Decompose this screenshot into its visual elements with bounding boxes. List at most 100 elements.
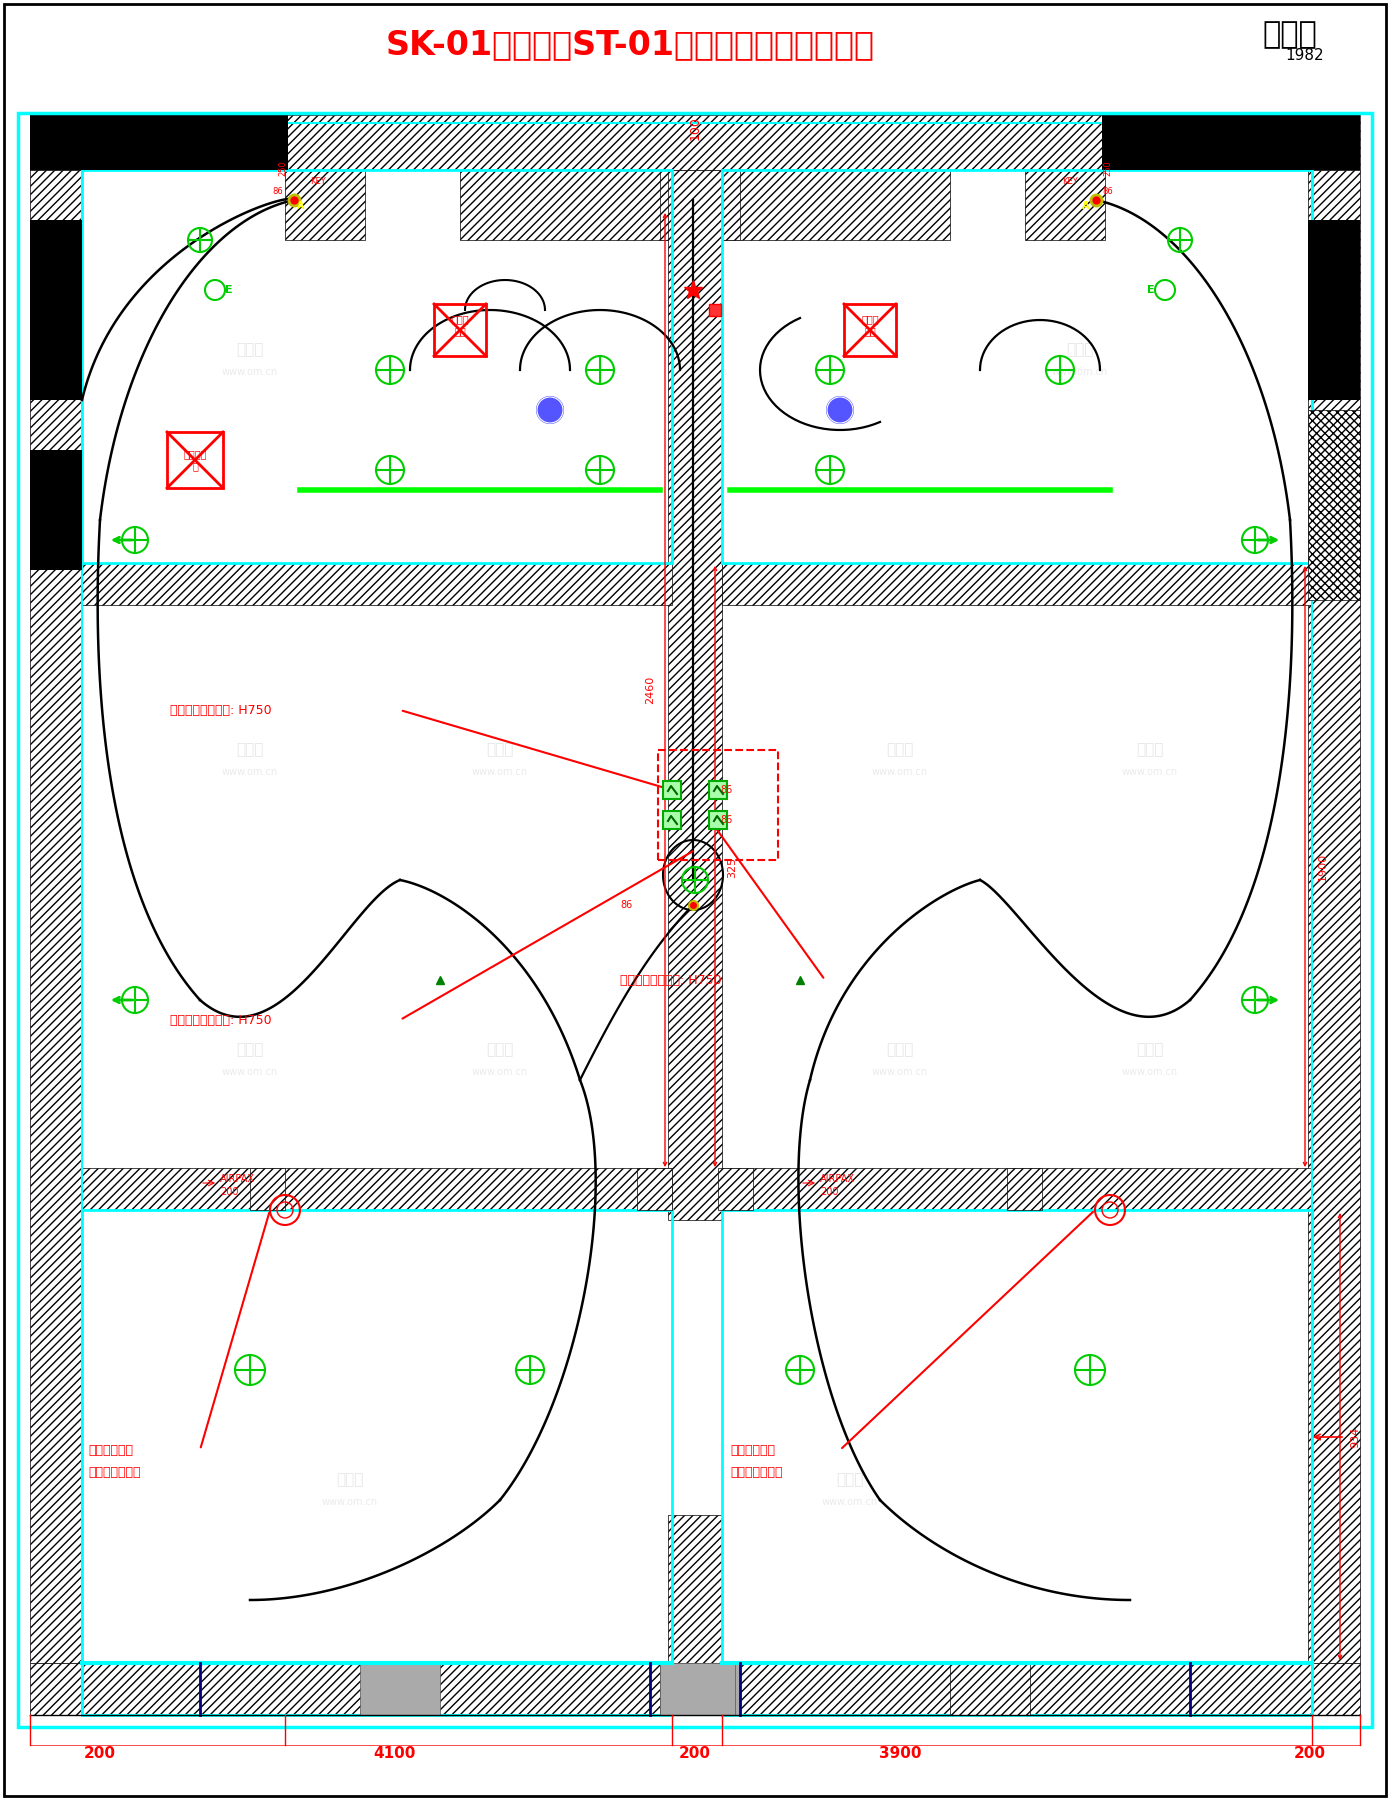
Circle shape — [537, 398, 563, 423]
Text: www.om.cn: www.om.cn — [1122, 1067, 1179, 1076]
Text: SK-01大床房及ST-01双床房开关控制关系图: SK-01大床房及ST-01双床房开关控制关系图 — [385, 29, 874, 61]
Bar — [721, 1168, 1312, 1210]
Text: 1900: 1900 — [1318, 853, 1327, 880]
Bar — [31, 169, 82, 1663]
Text: 开关安装高度距地: H750: 开关安装高度距地: H750 — [620, 974, 721, 986]
Text: 欧模网: 欧模网 — [236, 1042, 264, 1058]
Text: 欧模网: 欧模网 — [236, 742, 264, 758]
Text: 欧模网: 欧模网 — [687, 342, 713, 358]
Text: 欧模网: 欧模网 — [887, 742, 913, 758]
Bar — [1308, 220, 1359, 400]
Bar — [949, 1663, 1030, 1715]
Text: 200: 200 — [83, 1746, 115, 1760]
Bar — [660, 169, 739, 239]
Text: 100: 100 — [688, 115, 702, 140]
Text: E: E — [1147, 284, 1155, 295]
Text: A: A — [1083, 202, 1090, 211]
Text: 欧模网: 欧模网 — [486, 742, 514, 758]
Bar — [844, 304, 897, 356]
Text: 防火阀
检修: 防火阀 检修 — [452, 315, 468, 337]
Text: 200: 200 — [1294, 1746, 1326, 1760]
Text: 和室内空调联动: 和室内空调联动 — [88, 1465, 140, 1478]
Text: AIRPAX: AIRPAX — [220, 1174, 254, 1184]
Text: 增加门磁开关: 增加门磁开关 — [88, 1444, 133, 1456]
Text: www.om.cn: www.om.cn — [1122, 767, 1179, 778]
Text: AIRPAX: AIRPAX — [820, 1174, 855, 1184]
Text: 和室内空调联动: 和室内空调联动 — [730, 1465, 783, 1478]
Bar — [721, 169, 1312, 563]
Text: 250: 250 — [278, 160, 288, 176]
Bar — [434, 304, 486, 356]
Bar — [669, 1516, 721, 1715]
Bar — [1024, 169, 1105, 239]
Text: 欧模网: 欧模网 — [1136, 742, 1163, 758]
Bar — [721, 563, 1312, 605]
Bar — [31, 220, 82, 400]
Text: 欧模网: 欧模网 — [1066, 342, 1094, 358]
Text: www.om.cn: www.om.cn — [322, 1498, 378, 1507]
Bar — [31, 121, 1359, 1715]
Bar — [82, 169, 671, 563]
Text: 2460: 2460 — [645, 675, 655, 704]
Bar — [31, 115, 288, 169]
Bar — [657, 751, 778, 860]
Text: 86: 86 — [621, 900, 632, 911]
Text: 200: 200 — [820, 1186, 838, 1197]
Bar — [663, 781, 681, 799]
Text: 欧模网: 欧模网 — [887, 1042, 913, 1058]
Text: 200: 200 — [678, 1746, 712, 1760]
Bar — [82, 1210, 671, 1715]
Text: www.om.cn: www.om.cn — [671, 367, 728, 376]
Bar — [1102, 115, 1359, 169]
Text: 200: 200 — [220, 1186, 239, 1197]
Text: www.om.cn: www.om.cn — [222, 1067, 278, 1076]
Text: 1982: 1982 — [1286, 47, 1325, 63]
Text: www.om.cn: www.om.cn — [222, 367, 278, 376]
Bar — [1308, 410, 1359, 599]
Bar — [82, 122, 1312, 1715]
Bar — [82, 563, 671, 605]
Bar — [250, 1168, 285, 1210]
Bar — [1308, 169, 1359, 1663]
Text: 增加门磁开关: 增加门磁开关 — [730, 1444, 776, 1456]
Bar — [709, 812, 727, 830]
Text: www.om.cn: www.om.cn — [872, 767, 929, 778]
Text: 325: 325 — [727, 857, 737, 878]
Text: www.om.cn: www.om.cn — [473, 767, 528, 778]
Bar — [18, 113, 1372, 1726]
Bar — [719, 1168, 753, 1210]
Bar — [1006, 1168, 1042, 1210]
Bar — [660, 1663, 739, 1715]
Bar — [167, 432, 222, 488]
Text: KEY: KEY — [1062, 178, 1079, 187]
Text: 开关安装高度距地: H750: 开关安装高度距地: H750 — [170, 704, 271, 716]
Bar — [285, 169, 366, 239]
Text: www.om.cn: www.om.cn — [872, 1067, 929, 1076]
Text: 防火阀
检修: 防火阀 检修 — [862, 315, 878, 337]
Bar — [669, 169, 721, 1220]
Bar — [460, 169, 949, 239]
Bar — [31, 115, 1359, 169]
Text: E: E — [225, 284, 232, 295]
Text: 86: 86 — [272, 187, 284, 196]
Text: 欧模网: 欧模网 — [1136, 1042, 1163, 1058]
Bar — [709, 781, 727, 799]
Text: 欧模网: 欧模网 — [336, 1472, 364, 1487]
Text: 86: 86 — [1102, 187, 1113, 196]
Bar — [31, 1663, 1359, 1715]
Bar — [721, 1210, 1312, 1715]
Text: www.om.cn: www.om.cn — [821, 1498, 878, 1507]
Text: 86: 86 — [720, 785, 733, 796]
Text: 4100: 4100 — [374, 1746, 416, 1760]
Text: 开关安装高度距地: H750: 开关安装高度距地: H750 — [170, 1013, 271, 1026]
Text: 250: 250 — [1104, 160, 1112, 176]
Text: 欧模网: 欧模网 — [837, 1472, 863, 1487]
Text: 欧模网: 欧模网 — [486, 1042, 514, 1058]
Text: 欧模网: 欧模网 — [236, 342, 264, 358]
Circle shape — [827, 398, 853, 423]
Text: KEY: KEY — [310, 178, 325, 187]
Text: www.om.cn: www.om.cn — [222, 767, 278, 778]
Text: 3900: 3900 — [878, 1746, 922, 1760]
Bar — [360, 1663, 441, 1715]
Bar — [660, 1663, 735, 1715]
